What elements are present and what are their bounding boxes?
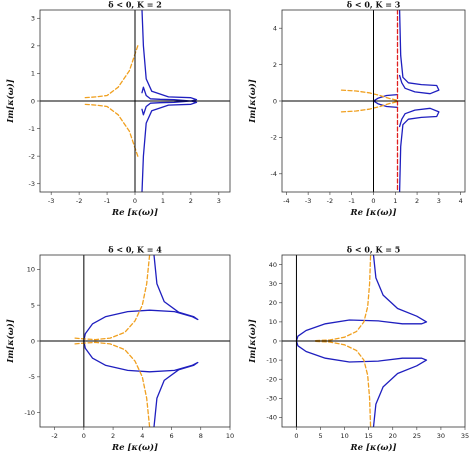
y-tick-label: 0: [273, 97, 277, 105]
x-tick-label: -3: [48, 197, 54, 205]
series-line-4-dashed: [84, 103, 139, 157]
chart-panel-3: -2 0 2 4 6 8 10 -10 -5 0 5 10 δ < 0, K = 4 Re [κ(ω)] I…: [5, 245, 234, 454]
chart-title: δ < 0, K = 2: [108, 0, 162, 10]
x-tick-label: -2: [327, 197, 333, 205]
x-tick-label: 15: [365, 432, 373, 440]
y-tick-label: 3: [31, 15, 35, 23]
x-tick-label: 0: [82, 432, 86, 440]
y-tick-label: 10: [269, 318, 277, 326]
x-tick-label: 20: [389, 432, 397, 440]
x-tick-label: 4: [459, 197, 463, 205]
x-tick-label: 2: [189, 197, 193, 205]
chart-title: δ < 0, K = 3: [347, 0, 401, 10]
x-tick-label: 2: [111, 432, 115, 440]
y-axis-label: Im[κ(ω)]: [5, 319, 16, 364]
series-line-1-solid: [398, 10, 440, 95]
chart-panel-2: -4 -3 -2 -1 0 1 2 3 4 -4 -2 0 2 4 δ < 0, K = 3 Re [κ(ω)…: [247, 0, 466, 218]
chart-panel-1: -3 -2 -1 0 1 2 3 -3 -2 -1 0 1 2 3 δ < 0, K = 2 Re [κ(ω)…: [5, 0, 231, 218]
y-tick-label: 2: [31, 42, 35, 50]
x-tick-label: -1: [348, 197, 354, 205]
y-tick-label: -4: [271, 170, 277, 178]
x-tick-label: 3: [437, 197, 441, 205]
chart-panel-4: 0 5 10 15 20 25 30 35 -40 -30 -20 -10 0 10 20 30 40 δ < 0…: [247, 245, 469, 454]
x-tick-label: 1: [393, 197, 397, 205]
y-tick-label: -20: [266, 376, 277, 384]
x-axis-label: Re [κ(ω)]: [350, 442, 397, 453]
series-group: [84, 10, 198, 192]
x-tick-label: -1: [104, 197, 110, 205]
y-tick-label: -30: [266, 395, 277, 403]
series-line-2-dashed: [315, 255, 372, 342]
y-tick-label: -5: [29, 373, 35, 381]
x-tick-label: 2: [415, 197, 419, 205]
series-line-5-dashed: [340, 101, 398, 113]
y-tick-label: 1: [31, 70, 35, 78]
series-line-3-dashed: [84, 45, 139, 99]
x-tick-label: 8: [199, 432, 203, 440]
x-axis-label: Re [κ(ω)]: [111, 207, 158, 218]
series-line-4-dashed: [340, 89, 398, 101]
y-axis-label: Im[κ(ω)]: [247, 319, 258, 364]
y-tick-label: -40: [266, 414, 277, 422]
x-axis-label: Re [κ(ω)]: [350, 207, 397, 218]
x-tick-label: 25: [413, 432, 421, 440]
x-tick-label: -4: [283, 197, 289, 205]
y-axis-label: Im[κ(ω)]: [5, 79, 16, 124]
x-tick-label: 35: [461, 432, 469, 440]
series-line-2-solid: [141, 100, 198, 192]
y-tick-label: -2: [29, 152, 35, 160]
y-tick-label: 0: [31, 337, 35, 345]
x-tick-label: -2: [76, 197, 82, 205]
x-tick-label: 3: [217, 197, 221, 205]
y-tick-label: -1: [29, 125, 35, 133]
series-line-3-dashed: [74, 341, 151, 427]
x-tick-label: 30: [437, 432, 445, 440]
y-tick-label: 10: [27, 266, 35, 274]
y-tick-label: 5: [31, 301, 35, 309]
chart-title: δ < 0, K = 4: [108, 245, 162, 255]
y-axis-label: Im[κ(ω)]: [247, 79, 258, 124]
y-tick-label: -3: [29, 180, 35, 188]
chart-title: δ < 0, K = 5: [347, 245, 401, 255]
series-line-1-solid: [141, 10, 198, 102]
y-tick-label: 40: [269, 261, 277, 269]
x-tick-label: 0: [133, 197, 137, 205]
x-tick-label: 5: [318, 432, 322, 440]
y-tick-label: -10: [266, 356, 277, 364]
y-tick-label: 0: [273, 337, 277, 345]
y-tick-label: 30: [269, 280, 277, 288]
x-axis-label: Re [κ(ω)]: [111, 442, 158, 453]
x-tick-label: 0: [371, 197, 375, 205]
x-tick-label: -3: [305, 197, 311, 205]
y-tick-label: 20: [269, 299, 277, 307]
x-tick-label: 10: [226, 432, 234, 440]
y-tick-label: 4: [273, 25, 277, 33]
x-tick-label: 10: [340, 432, 348, 440]
y-tick-label: 0: [31, 97, 35, 105]
y-tick-label: 2: [273, 61, 277, 69]
series-line-2-dashed: [74, 255, 151, 341]
x-tick-label: 0: [294, 432, 298, 440]
x-tick-label: 1: [161, 197, 165, 205]
y-tick-label: -10: [24, 409, 35, 417]
x-tick-label: 6: [169, 432, 173, 440]
y-tick-label: -2: [271, 134, 277, 142]
x-tick-label: -2: [51, 432, 57, 440]
series-line-3-dashed: [315, 340, 372, 427]
series-line-2-solid: [398, 107, 440, 192]
x-tick-label: 4: [140, 432, 144, 440]
